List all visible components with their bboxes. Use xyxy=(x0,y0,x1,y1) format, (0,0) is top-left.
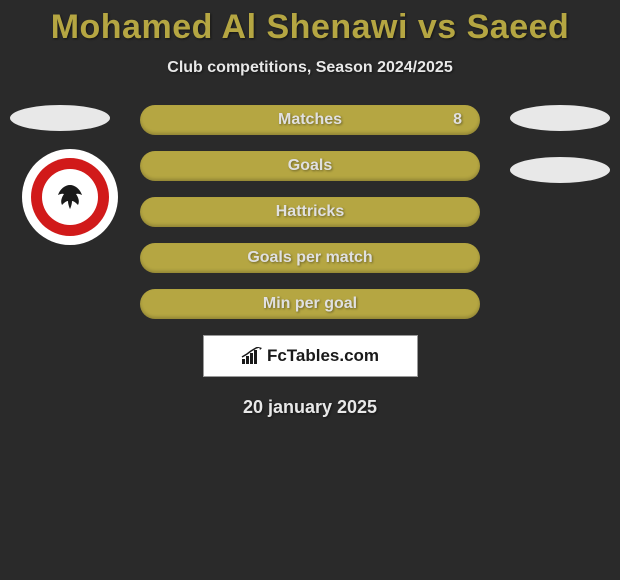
brand-box[interactable]: FcTables.com xyxy=(203,335,418,377)
stat-label: Goals xyxy=(288,157,332,175)
stat-bar-matches: Matches 8 xyxy=(140,105,480,135)
date-text: 20 january 2025 xyxy=(0,397,620,418)
left-player-ellipse xyxy=(10,105,110,131)
stats-area: Matches 8 Goals Hattricks Goals per matc… xyxy=(0,105,620,319)
stat-value-right: 8 xyxy=(453,111,462,129)
page-title: Mohamed Al Shenawi vs Saeed xyxy=(0,8,620,47)
stat-bar-goals: Goals xyxy=(140,151,480,181)
badge-white-circle xyxy=(42,169,98,225)
club-badge xyxy=(22,149,118,245)
badge-inner xyxy=(31,158,109,236)
brand-text: FcTables.com xyxy=(267,346,379,366)
stat-label: Matches xyxy=(278,111,342,129)
stat-label: Goals per match xyxy=(247,249,372,267)
subtitle: Club competitions, Season 2024/2025 xyxy=(0,59,620,77)
right-player-ellipse-2 xyxy=(510,157,610,183)
stat-bar-min-per-goal: Min per goal xyxy=(140,289,480,319)
right-player-ellipse-1 xyxy=(510,105,610,131)
stat-bars: Matches 8 Goals Hattricks Goals per matc… xyxy=(140,105,480,319)
stat-bar-goals-per-match: Goals per match xyxy=(140,243,480,273)
stat-bar-hattricks: Hattricks xyxy=(140,197,480,227)
chart-icon xyxy=(241,347,263,365)
stat-label: Min per goal xyxy=(263,295,357,313)
stat-label: Hattricks xyxy=(276,203,344,221)
main-container: Mohamed Al Shenawi vs Saeed Club competi… xyxy=(0,0,620,418)
eagle-icon xyxy=(50,177,90,217)
